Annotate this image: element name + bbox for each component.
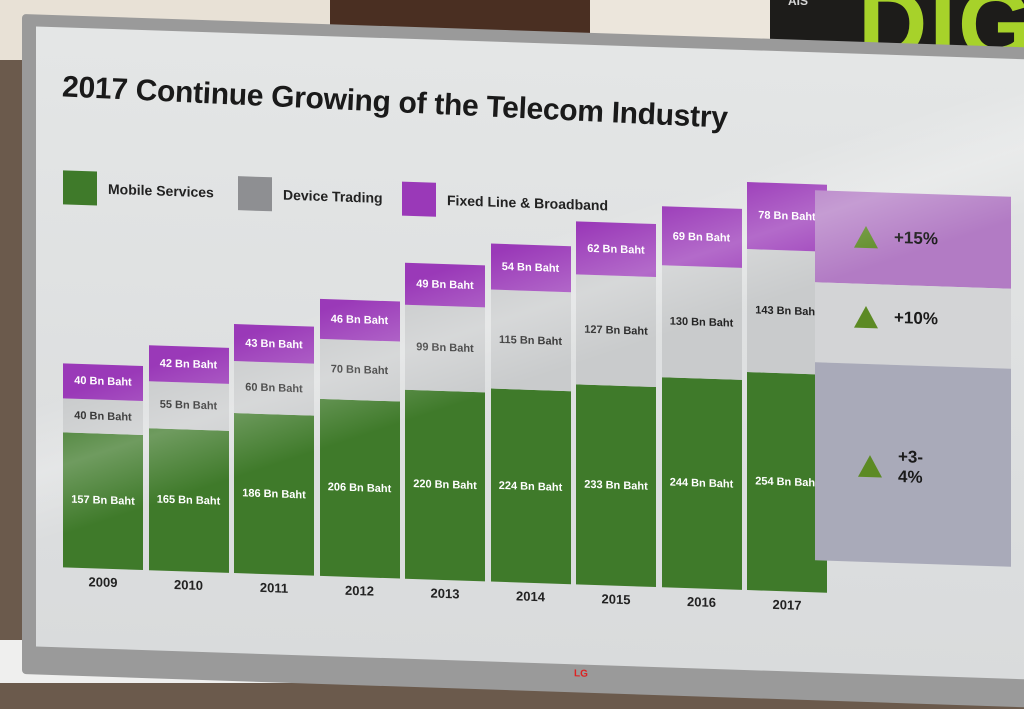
bar-chart: 157 Bn Baht 40 Bn Baht 40 Bn Baht 2009 165 B… (36, 26, 856, 673)
data-label-device-2013: 99 Bn Baht (416, 341, 474, 356)
bar-fixed-2016: 69 Bn Baht (661, 206, 742, 269)
bar-mobile-2010: 165 Bn Baht (148, 428, 229, 573)
bar-device-2014: 115 Bn Baht (490, 289, 571, 392)
tv-screen: 2017 Continue Growing of the Telecom Ind… (36, 26, 1024, 681)
data-label-device-2010: 55 Bn Baht (159, 399, 218, 413)
bar-device-2010: 55 Bn Baht (148, 380, 229, 431)
data-label-device-2017: 143 Bn Baht (755, 304, 819, 319)
data-label-fixed-2010: 42 Bn Baht (159, 357, 218, 372)
x-tick-2010: 2010 (174, 577, 203, 594)
x-tick-2015: 2015 (601, 591, 631, 608)
growth-row-fixed: +15% (854, 225, 938, 251)
data-label-mobile-2014: 224 Bn Baht (498, 479, 563, 494)
data-label-mobile-2016: 244 Bn Baht (669, 476, 734, 491)
data-label-mobile-2017: 254 Bn Baht (755, 475, 819, 490)
x-tick-2012: 2012 (345, 582, 374, 599)
data-label-device-2012: 70 Bn Baht (330, 362, 389, 377)
data-label-mobile-2011: 186 Bn Baht (242, 487, 306, 502)
bar-mobile-2015: 233 Bn Baht (576, 383, 656, 588)
x-tick-2013: 2013 (430, 585, 460, 602)
data-label-device-2011: 60 Bn Baht (245, 381, 303, 396)
data-label-mobile-2010: 165 Bn Baht (156, 493, 221, 508)
data-label-mobile-2013: 220 Bn Baht (413, 478, 477, 493)
data-label-fixed-2015: 62 Bn Baht (587, 242, 645, 257)
data-label-mobile-2015: 233 Bn Baht (584, 478, 648, 493)
x-tick-2016: 2016 (687, 594, 716, 611)
growth-value-mobile: +3-4% (898, 447, 924, 487)
bar-mobile-2012: 206 Bn Baht (319, 398, 400, 579)
data-label-device-2016: 130 Bn Baht (669, 315, 734, 330)
bar-fixed-2015: 62 Bn Baht (576, 221, 656, 278)
sign-small-text: AIS (788, 0, 809, 8)
bar-device-2009: 40 Bn Baht (63, 397, 143, 435)
x-tick-2011: 2011 (259, 579, 289, 596)
bar-device-2016: 130 Bn Baht (661, 265, 742, 381)
data-label-device-2015: 127 Bn Baht (584, 323, 648, 338)
bar-mobile-2009: 157 Bn Baht (63, 432, 143, 570)
tv-brand-logo: LG (574, 668, 588, 680)
up-triangle-icon (854, 225, 878, 249)
tv-frame: 2017 Continue Growing of the Telecom Ind… (22, 14, 1024, 709)
bar-fixed-2012: 46 Bn Baht (319, 298, 400, 342)
bar-mobile-2011: 186 Bn Baht (234, 413, 314, 576)
growth-row-mobile: +3-4% (858, 446, 923, 488)
data-label-fixed-2013: 49 Bn Baht (416, 277, 474, 292)
data-label-fixed-2016: 69 Bn Baht (672, 230, 731, 245)
up-triangle-icon (858, 454, 882, 478)
data-label-fixed-2011: 43 Bn Baht (245, 337, 303, 352)
data-label-fixed-2017: 78 Bn Baht (758, 209, 816, 224)
bar-mobile-2016: 244 Bn Baht (661, 377, 742, 590)
data-label-mobile-2012: 206 Bn Baht (327, 481, 392, 496)
x-tick-2009: 2009 (88, 574, 118, 591)
bar-device-2012: 70 Bn Baht (319, 338, 400, 402)
data-label-fixed-2014: 54 Bn Baht (501, 261, 560, 276)
bar-mobile-2013: 220 Bn Baht (405, 389, 485, 582)
bar-fixed-2010: 42 Bn Baht (148, 344, 229, 384)
bar-device-2013: 99 Bn Baht (405, 304, 485, 393)
data-label-device-2014: 115 Bn Baht (499, 333, 562, 348)
bar-fixed-2013: 49 Bn Baht (405, 262, 485, 307)
x-tick-2017: 2017 (772, 596, 802, 613)
data-label-fixed-2012: 46 Bn Baht (330, 313, 389, 327)
bar-mobile-2014: 224 Bn Baht (490, 388, 571, 585)
bar-fixed-2009: 40 Bn Baht (63, 363, 143, 401)
bar-device-2015: 127 Bn Baht (576, 274, 656, 387)
bar-device-2011: 60 Bn Baht (234, 361, 314, 416)
growth-row-device: +10% (854, 305, 938, 331)
growth-value-device: +10% (894, 307, 938, 329)
growth-value-fixed: +15% (894, 227, 938, 249)
data-label-device-2009: 40 Bn Baht (74, 409, 132, 424)
up-triangle-icon (854, 305, 878, 329)
bar-fixed-2011: 43 Bn Baht (234, 324, 314, 365)
data-label-fixed-2009: 40 Bn Baht (74, 375, 132, 389)
x-tick-2014: 2014 (516, 588, 545, 605)
data-label-mobile-2009: 157 Bn Baht (71, 494, 135, 509)
bar-fixed-2014: 54 Bn Baht (490, 243, 571, 293)
